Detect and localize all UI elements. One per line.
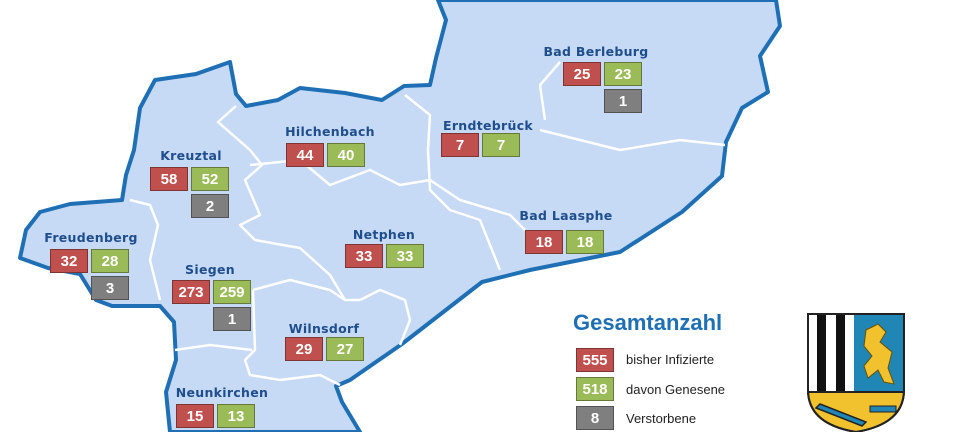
town-name: Bad Laasphe — [519, 208, 613, 223]
infected-count: 58 — [150, 167, 188, 191]
recovered-count: 27 — [326, 337, 364, 361]
coat-of-arms-icon — [807, 313, 905, 432]
recovered-count: 7 — [482, 133, 520, 157]
recovered-count: 28 — [91, 249, 129, 273]
district-area — [18, 0, 782, 432]
town-name: Neunkirchen — [175, 385, 269, 400]
town-name: Hilchenbach — [285, 124, 375, 139]
municipal-borders — [129, 61, 726, 387]
infected-count: 44 — [286, 143, 324, 167]
legend-title: Gesamtanzahl — [573, 310, 723, 335]
infected-count: 32 — [50, 249, 88, 273]
legend-label-recovered: davon Genesene — [626, 382, 726, 397]
infected-count: 29 — [285, 337, 323, 361]
recovered-count: 18 — [566, 230, 604, 254]
town-name: Siegen — [185, 262, 235, 277]
deceased-count: 1 — [604, 89, 642, 113]
infected-count: 15 — [176, 404, 214, 428]
town-name: Bad Berleburg — [543, 44, 649, 59]
deceased-count: 3 — [91, 276, 129, 300]
recovered-count: 23 — [604, 62, 642, 86]
legend-label-infected: bisher Infizierte — [626, 352, 715, 367]
recovered-count: 52 — [191, 167, 229, 191]
legend-swatch-recovered: 518 — [576, 377, 614, 401]
recovered-count: 33 — [386, 244, 424, 268]
infected-count: 25 — [563, 62, 601, 86]
town-name: Kreuztal — [160, 148, 222, 163]
recovered-count: 13 — [217, 404, 255, 428]
recovered-count: 40 — [327, 143, 365, 167]
legend-swatch-deceased: 8 — [576, 406, 614, 430]
legend-swatch-infected: 555 — [576, 348, 614, 372]
legend-label-deceased: Verstorbene — [626, 411, 697, 426]
infected-count: 33 — [345, 244, 383, 268]
infected-count: 273 — [172, 280, 210, 304]
town-name: Wilnsdorf — [288, 321, 360, 336]
town-name: Erndtebrück — [442, 118, 534, 133]
town-name: Netphen — [352, 227, 416, 242]
deceased-count: 1 — [213, 307, 251, 331]
infected-count: 7 — [441, 133, 479, 157]
town-name: Freudenberg — [44, 230, 138, 245]
recovered-count: 259 — [213, 280, 251, 304]
infected-count: 18 — [525, 230, 563, 254]
deceased-count: 2 — [191, 194, 229, 218]
